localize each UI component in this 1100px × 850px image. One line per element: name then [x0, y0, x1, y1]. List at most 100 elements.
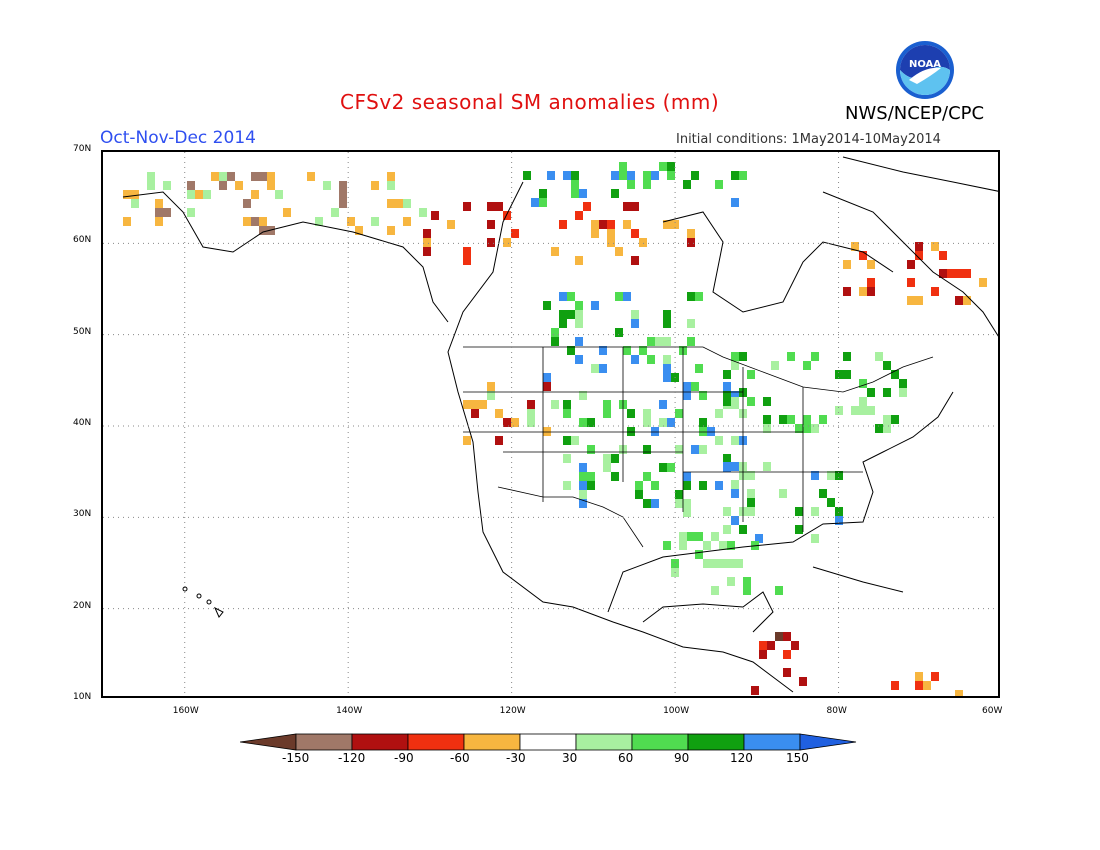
anomaly-cell [787, 352, 795, 361]
anomaly-cell [551, 247, 559, 256]
anomaly-cell [547, 171, 555, 180]
anomaly-cell [615, 328, 623, 337]
anomaly-cell [147, 172, 155, 181]
anomaly-cell [727, 577, 735, 586]
anomaly-cell [631, 256, 639, 265]
anomaly-cell [535, 220, 543, 229]
anomaly-cell [551, 337, 559, 346]
lat-label: 20N [73, 600, 92, 611]
lat-label: 60N [73, 235, 92, 246]
anomaly-cell [931, 672, 939, 681]
anomaly-cell [471, 400, 479, 409]
anomaly-cell [307, 172, 315, 181]
anomaly-cell [387, 181, 395, 190]
anomaly-cell [631, 229, 639, 238]
anomaly-cell [551, 400, 559, 409]
anomaly-cell [683, 472, 691, 481]
anomaly-cell [575, 310, 583, 319]
anomaly-cell [955, 296, 963, 305]
anomaly-cell [691, 171, 699, 180]
hawaii-islands [182, 586, 224, 618]
anomaly-cell [835, 507, 843, 516]
anomaly-cell [747, 489, 755, 498]
anomaly-cell [687, 238, 695, 247]
anomaly-cell [463, 256, 471, 265]
anomaly-cell [811, 471, 819, 480]
anomaly-cell [355, 226, 363, 235]
anomaly-cell [835, 471, 843, 480]
anomaly-cell [875, 352, 883, 361]
anomaly-cell [603, 400, 611, 409]
anomaly-cell [795, 424, 803, 433]
anomaly-cell [623, 346, 631, 355]
anomaly-cell [679, 541, 687, 550]
anomaly-cell [503, 238, 511, 247]
anomaly-cells [123, 162, 987, 696]
anomaly-cell [699, 445, 707, 454]
lon-label: 80W [826, 706, 847, 716]
anomaly-cell [671, 220, 679, 229]
anomaly-cell [947, 269, 955, 278]
anomaly-cell [575, 301, 583, 310]
anomaly-cell [939, 251, 947, 260]
map-canvas [103, 152, 998, 696]
anomaly-cell [683, 180, 691, 189]
anomaly-cell [659, 463, 667, 472]
anomaly-cell [575, 355, 583, 364]
anomaly-cell [739, 171, 747, 180]
coastline-hudson [662, 211, 894, 313]
anomaly-cell [731, 397, 739, 406]
anomaly-cell [723, 525, 731, 534]
anomaly-cell [703, 541, 711, 550]
legend-label: 30 [562, 751, 578, 765]
anomaly-cell [915, 251, 923, 260]
anomaly-cell [851, 406, 859, 415]
legend-swatch [295, 733, 353, 751]
anomaly-cell [915, 242, 923, 251]
anomaly-cell [403, 199, 411, 208]
anomaly-cell [579, 472, 587, 481]
anomaly-cell [487, 220, 495, 229]
anomaly-cell [731, 352, 739, 361]
anomaly-cell [339, 181, 347, 190]
anomaly-cell [811, 424, 819, 433]
anomaly-cell [667, 463, 675, 472]
anomaly-cell [315, 217, 323, 226]
anomaly-cell [859, 406, 867, 415]
anomaly-cell [679, 532, 687, 541]
anomaly-cell [715, 481, 723, 490]
anomaly-cell [259, 226, 267, 235]
logo-lettering: NOAA [909, 59, 941, 70]
legend-colorbar [240, 733, 857, 751]
anomaly-cell [899, 388, 907, 397]
anomaly-cell [667, 418, 675, 427]
anomaly-cell [827, 498, 835, 507]
anomaly-cell [579, 481, 587, 490]
anomaly-cell [779, 489, 787, 498]
anomaly-cell [739, 525, 747, 534]
anomaly-cell [611, 171, 619, 180]
anomaly-cell [695, 550, 703, 559]
anomaly-cell [339, 190, 347, 199]
anomaly-cell [591, 229, 599, 238]
anomaly-cell [607, 238, 615, 247]
legend-label: -60 [450, 751, 470, 765]
anomaly-cell [699, 427, 707, 436]
anomaly-cell [651, 481, 659, 490]
anomaly-cell [683, 391, 691, 400]
anomaly-cell [719, 541, 727, 550]
anomaly-cell [575, 337, 583, 346]
anomaly-cell [643, 171, 651, 180]
anomaly-cell [579, 463, 587, 472]
anomaly-cell [607, 220, 615, 229]
anomaly-cell [579, 499, 587, 508]
anomaly-cell [715, 180, 723, 189]
anomaly-cell [591, 220, 599, 229]
lon-label: 120W [499, 706, 526, 716]
anomaly-cell [567, 229, 575, 238]
anomaly-cell [431, 211, 439, 220]
anomaly-cell [611, 454, 619, 463]
anomaly-cell [563, 409, 571, 418]
anomaly-cell [371, 217, 379, 226]
anomaly-cell [227, 172, 235, 181]
